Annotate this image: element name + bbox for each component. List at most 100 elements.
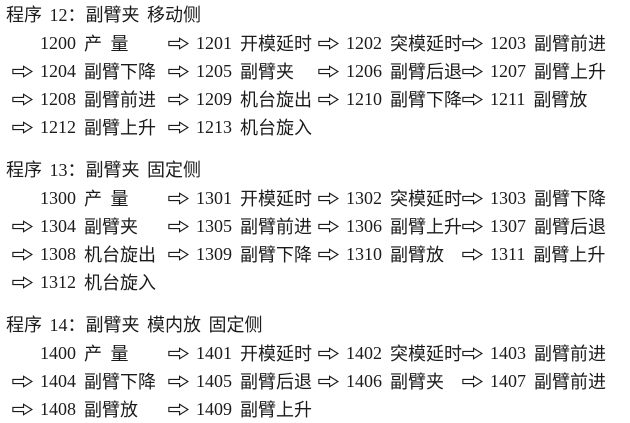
step-code: 1310 <box>346 243 382 264</box>
step-code: 1300 <box>40 187 76 208</box>
step-label: 副臂后退 <box>534 217 606 237</box>
step-code: 1202 <box>346 32 382 53</box>
flow-arrow-icon <box>168 191 189 205</box>
step-cell: 1211 副臂放 <box>462 85 630 113</box>
step-cell: 1201 开模延时 <box>168 29 318 57</box>
flow-arrow-icon <box>12 402 33 416</box>
step-code: 1409 <box>196 398 232 419</box>
step-code: 1206 <box>346 60 382 81</box>
section-title: 程序 14：副臂夹 模内放 固定侧 <box>6 315 263 335</box>
step-code: 1301 <box>196 187 232 208</box>
flow-arrow-icon <box>318 247 339 261</box>
flow-arrow-icon <box>318 346 339 360</box>
step-code: 1203 <box>490 32 526 53</box>
step-cell: 1402 突模延时 <box>318 339 462 367</box>
step-cell: 1307 副臂后退 <box>462 212 630 240</box>
step-code: 1213 <box>196 116 232 137</box>
step-cell: 1305 副臂前进 <box>168 212 318 240</box>
step-label: 副臂上升 <box>534 62 606 82</box>
step-row: 1200 产 量 1201 开模延时 1202 突模延时 1203 副臂前进 <box>12 29 630 57</box>
step-cell: 1400 产 量 <box>12 339 168 367</box>
step-label: 副臂前进 <box>534 372 606 392</box>
step-label: 副臂前进 <box>240 217 312 237</box>
step-code: 1204 <box>40 60 76 81</box>
step-cell: 1210 副臂下降 <box>318 85 462 113</box>
step-cell: 1404 副臂下降 <box>12 367 168 395</box>
step-label: 开模延时 <box>240 344 312 364</box>
flow-arrow-icon <box>462 191 483 205</box>
step-code: 1212 <box>40 116 76 137</box>
flow-arrow-icon <box>12 120 33 134</box>
flow-arrow-icon <box>318 374 339 388</box>
step-label: 副臂前进 <box>84 90 156 110</box>
step-label: 开模延时 <box>240 34 312 54</box>
step-cell: 1301 开模延时 <box>168 184 318 212</box>
step-cell: 1300 产 量 <box>12 184 168 212</box>
step-row: 1404 副臂下降 1405 副臂后退 1406 副臂夹 1407 副臂前进 <box>12 367 630 395</box>
flow-arrow-icon <box>168 374 189 388</box>
step-code: 1303 <box>490 187 526 208</box>
step-label: 突模延时 <box>390 344 462 364</box>
step-cell: 1213 机台旋入 <box>168 113 318 141</box>
step-cell: 1206 副臂后退 <box>318 57 462 85</box>
step-cell: 1303 副臂下降 <box>462 184 630 212</box>
step-label: 副臂前进 <box>534 34 606 54</box>
step-code: 1210 <box>346 88 382 109</box>
flow-arrow-icon <box>168 346 189 360</box>
flow-arrow-icon <box>168 36 189 50</box>
step-row: 1400 产 量 1401 开模延时 1402 突模延时 1403 副臂前进 <box>12 339 630 367</box>
flow-arrow-icon <box>462 219 483 233</box>
step-label: 副臂下降 <box>84 62 156 82</box>
step-code: 1308 <box>40 243 76 264</box>
step-code: 1207 <box>490 60 526 81</box>
flow-arrow-icon <box>168 92 189 106</box>
step-cell: 1403 副臂前进 <box>462 339 630 367</box>
flow-arrow-icon <box>168 247 189 261</box>
step-code: 1307 <box>490 215 526 236</box>
flow-arrow-icon <box>12 275 33 289</box>
step-cell: 1302 突模延时 <box>318 184 462 212</box>
flow-arrow-icon <box>12 247 33 261</box>
flow-arrow-icon <box>318 219 339 233</box>
step-label: 副臂后退 <box>240 372 312 392</box>
step-code: 1302 <box>346 187 382 208</box>
step-row: 1208 副臂前进 1209 机台旋出 1210 副臂下降 1211 副臂放 <box>12 85 630 113</box>
step-row: 1204 副臂下降 1205 副臂夹 1206 副臂后退 1207 副臂上升 <box>12 57 630 85</box>
flow-arrow-icon <box>12 219 33 233</box>
step-code: 1306 <box>346 215 382 236</box>
step-cell: 1209 机台旋出 <box>168 85 318 113</box>
step-cell: 1205 副臂夹 <box>168 57 318 85</box>
step-label: 副臂夹 <box>84 217 138 237</box>
step-cell: 1311 副臂上升 <box>462 240 630 268</box>
step-cell: 1405 副臂后退 <box>168 367 318 395</box>
step-code: 1404 <box>40 370 76 391</box>
flow-arrow-icon <box>12 64 33 78</box>
step-code: 1402 <box>346 342 382 363</box>
step-label: 副臂夹 <box>390 372 444 392</box>
step-label: 机台旋出 <box>84 245 156 265</box>
flow-arrow-icon <box>462 92 483 106</box>
step-label: 副臂上升 <box>240 400 312 420</box>
step-label: 副臂放 <box>533 90 588 110</box>
step-label: 副臂下降 <box>390 90 462 110</box>
step-code: 1403 <box>490 342 526 363</box>
program-section: 程序 12：副臂夹 移动侧 1200 产 量 1201 开模延时 1202 突模延时 1203… <box>6 1 630 141</box>
step-cell: 1309 副臂下降 <box>168 240 318 268</box>
step-cell: 1401 开模延时 <box>168 339 318 367</box>
step-label: 副臂上升 <box>390 217 462 237</box>
flow-arrow-icon <box>168 120 189 134</box>
step-code: 1211 <box>490 88 526 109</box>
step-cell: 1406 副臂夹 <box>318 367 462 395</box>
step-cell: 1304 副臂夹 <box>12 212 168 240</box>
flow-arrow-icon <box>168 402 189 416</box>
step-cell: 1310 副臂放 <box>318 240 462 268</box>
step-code: 1401 <box>196 342 232 363</box>
flow-arrow-icon <box>318 36 339 50</box>
step-cell: 1203 副臂前进 <box>462 29 630 57</box>
flow-arrow-icon <box>318 191 339 205</box>
step-code: 1201 <box>196 32 232 53</box>
step-row: 1300 产 量 1301 开模延时 1302 突模延时 1303 副臂下降 <box>12 184 630 212</box>
step-label: 副臂放 <box>390 245 444 265</box>
step-label: 产 量 <box>84 344 129 364</box>
